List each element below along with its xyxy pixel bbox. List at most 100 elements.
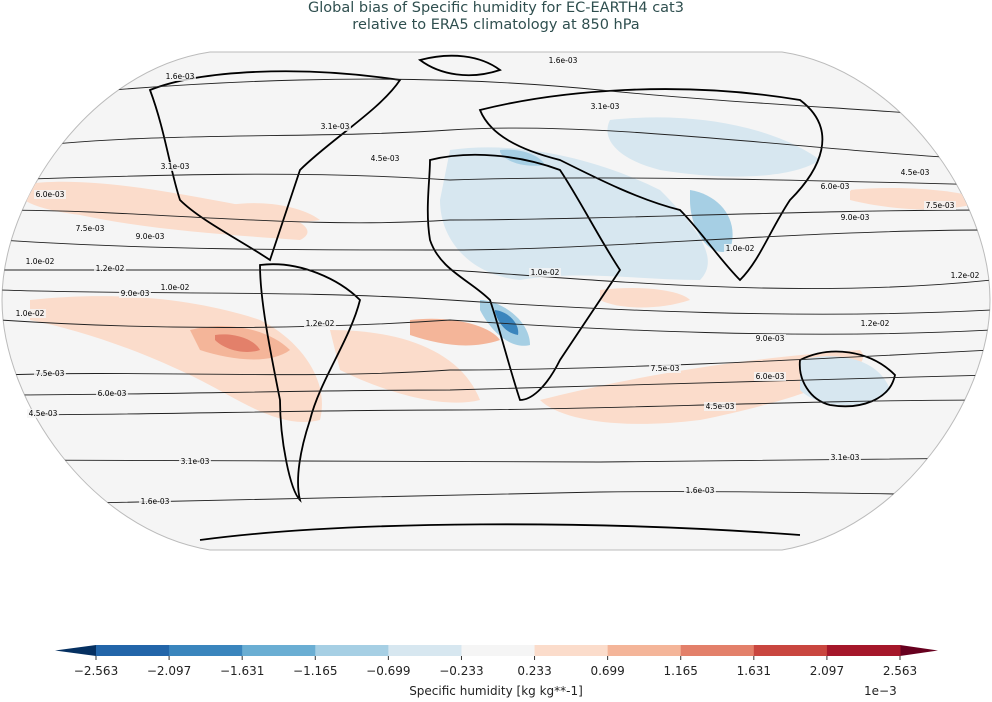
contour-label-bg: [839, 213, 871, 222]
contour-lines: [2, 78, 990, 506]
contour-label-bg: [829, 453, 861, 462]
colorbar-segment: [96, 645, 170, 656]
contour-label: 6.0e-03: [98, 389, 127, 398]
colorbar-tick-label: 0.699: [590, 664, 625, 678]
contour-label: 4.5e-03: [901, 168, 930, 177]
contour-label-bg: [649, 364, 681, 373]
colorbar-segment: [169, 645, 243, 656]
contour-label-bg: [34, 369, 66, 378]
contour-label: 1.0e-02: [531, 268, 560, 277]
contour-label-bg: [34, 190, 66, 199]
contour-label: 6.0e-03: [756, 372, 785, 381]
contour-label-bg: [96, 389, 128, 398]
colorbar: [55, 645, 938, 660]
contour-label-bg: [547, 56, 579, 65]
contour-label-bg: [589, 102, 621, 111]
contour-label-bg: [369, 154, 401, 163]
contour-label-bg: [304, 319, 336, 328]
contour-label: 3.1e-03: [831, 453, 860, 462]
contour-label: 7.5e-03: [36, 369, 65, 378]
contour-label-bg: [754, 334, 786, 343]
contour-label-bg: [859, 319, 891, 328]
colorbar-tick-label: −1.165: [293, 664, 338, 678]
contour-label-bg: [164, 72, 196, 81]
contour-label: 1.0e-02: [16, 309, 45, 318]
contour-label-bg: [179, 457, 211, 466]
contour-label-bg: [74, 224, 106, 233]
colorbar-segment: [826, 645, 901, 656]
contour-label: 1.0e-02: [161, 283, 190, 292]
colorbar-tick-label: 2.097: [809, 664, 845, 678]
contour-label: 1.6e-03: [686, 486, 715, 495]
contour-label: 1.6e-03: [549, 56, 578, 65]
colorbar-segment: [315, 645, 389, 656]
contour-label: 3.1e-03: [181, 457, 210, 466]
colorbar-segment: [461, 645, 536, 656]
contour-label: 3.1e-03: [161, 162, 190, 171]
colorbar-tick-label: 1.165: [663, 664, 698, 678]
contour-label-bg: [704, 402, 736, 411]
contour-label: 6.0e-03: [821, 182, 850, 191]
contour-label: 1.2e-02: [951, 271, 980, 280]
colorbar-tick-label: 0.233: [517, 664, 552, 678]
contour-label: 7.5e-03: [76, 224, 105, 233]
contour-label: 7.5e-03: [651, 364, 680, 373]
contour-label: 9.0e-03: [136, 232, 165, 241]
contour-label-bg: [14, 309, 46, 318]
contour-label: 4.5e-03: [29, 409, 58, 418]
contour-label-bg: [529, 268, 561, 277]
map-title: Global bias of Specific humidity for EC-…: [0, 0, 992, 34]
contour-label: 1.0e-02: [26, 257, 55, 266]
contour-label: 7.5e-03: [926, 201, 955, 210]
colorbar-over-arrow: [900, 645, 938, 656]
title-line-1: Global bias of Specific humidity for EC-…: [308, 0, 684, 16]
contour-label: 4.5e-03: [371, 154, 400, 163]
contour-label: 9.0e-03: [756, 334, 785, 343]
colorbar-segment: [607, 645, 682, 656]
colorbar-under-arrow: [55, 645, 96, 656]
colorbar-tick-label: −0.233: [439, 664, 484, 678]
contour-label-bg: [899, 168, 931, 177]
contour-label: 6.0e-03: [36, 190, 65, 199]
colorbar-tick-label: −0.699: [366, 664, 411, 678]
contour-label: 1.2e-02: [306, 319, 335, 328]
colorbar-segment: [753, 645, 828, 656]
contour-labels: 1.6e-03 1.6e-03 3.1e-03 3.1e-03 3.1e-03 4.5e-…: [14, 56, 981, 506]
coastlines: [148, 54, 896, 541]
contour-label-bg: [94, 264, 126, 273]
contour-label-bg: [27, 409, 59, 418]
bias-field: [18, 117, 985, 424]
title-line-2: relative to ERA5 climatology at 850 hPa: [352, 17, 640, 33]
colorbar-segment: [534, 645, 609, 656]
contour-label-bg: [319, 122, 351, 131]
contour-label-bg: [684, 486, 716, 495]
contour-label: 4.5e-03: [706, 402, 735, 411]
colorbar-exponent: 1e−3: [864, 684, 897, 698]
contour-label: 9.0e-03: [841, 213, 870, 222]
contour-label-bg: [924, 201, 956, 210]
contour-label-bg: [819, 182, 851, 191]
contour-label: 1.2e-02: [96, 264, 125, 273]
contour-label-bg: [159, 283, 191, 292]
contour-label-bg: [159, 162, 191, 171]
contour-label-bg: [949, 271, 981, 280]
colorbar-tick-label: 1.631: [736, 664, 771, 678]
colorbar-tick-label: −2.097: [146, 664, 192, 678]
contour-label-bg: [754, 372, 786, 381]
contour-label-bg: [724, 244, 756, 253]
colorbar-tick-label: 2.563: [882, 664, 918, 678]
contour-label-bg: [139, 497, 171, 506]
contour-label-bg: [134, 232, 166, 241]
colorbar-segment: [388, 645, 462, 656]
contour-label-bg: [119, 289, 151, 298]
colorbar-segment: [680, 645, 755, 656]
contour-label: 1.2e-02: [861, 319, 890, 328]
colorbar-tick-label: −1.631: [219, 664, 265, 678]
contour-label-bg: [24, 257, 56, 266]
contour-label: 1.6e-03: [166, 72, 195, 81]
contour-label: 3.1e-03: [321, 122, 350, 131]
colorbar-segment: [242, 645, 316, 656]
contour-label: 1.6e-03: [141, 497, 170, 506]
contour-label: 9.0e-03: [121, 289, 150, 298]
